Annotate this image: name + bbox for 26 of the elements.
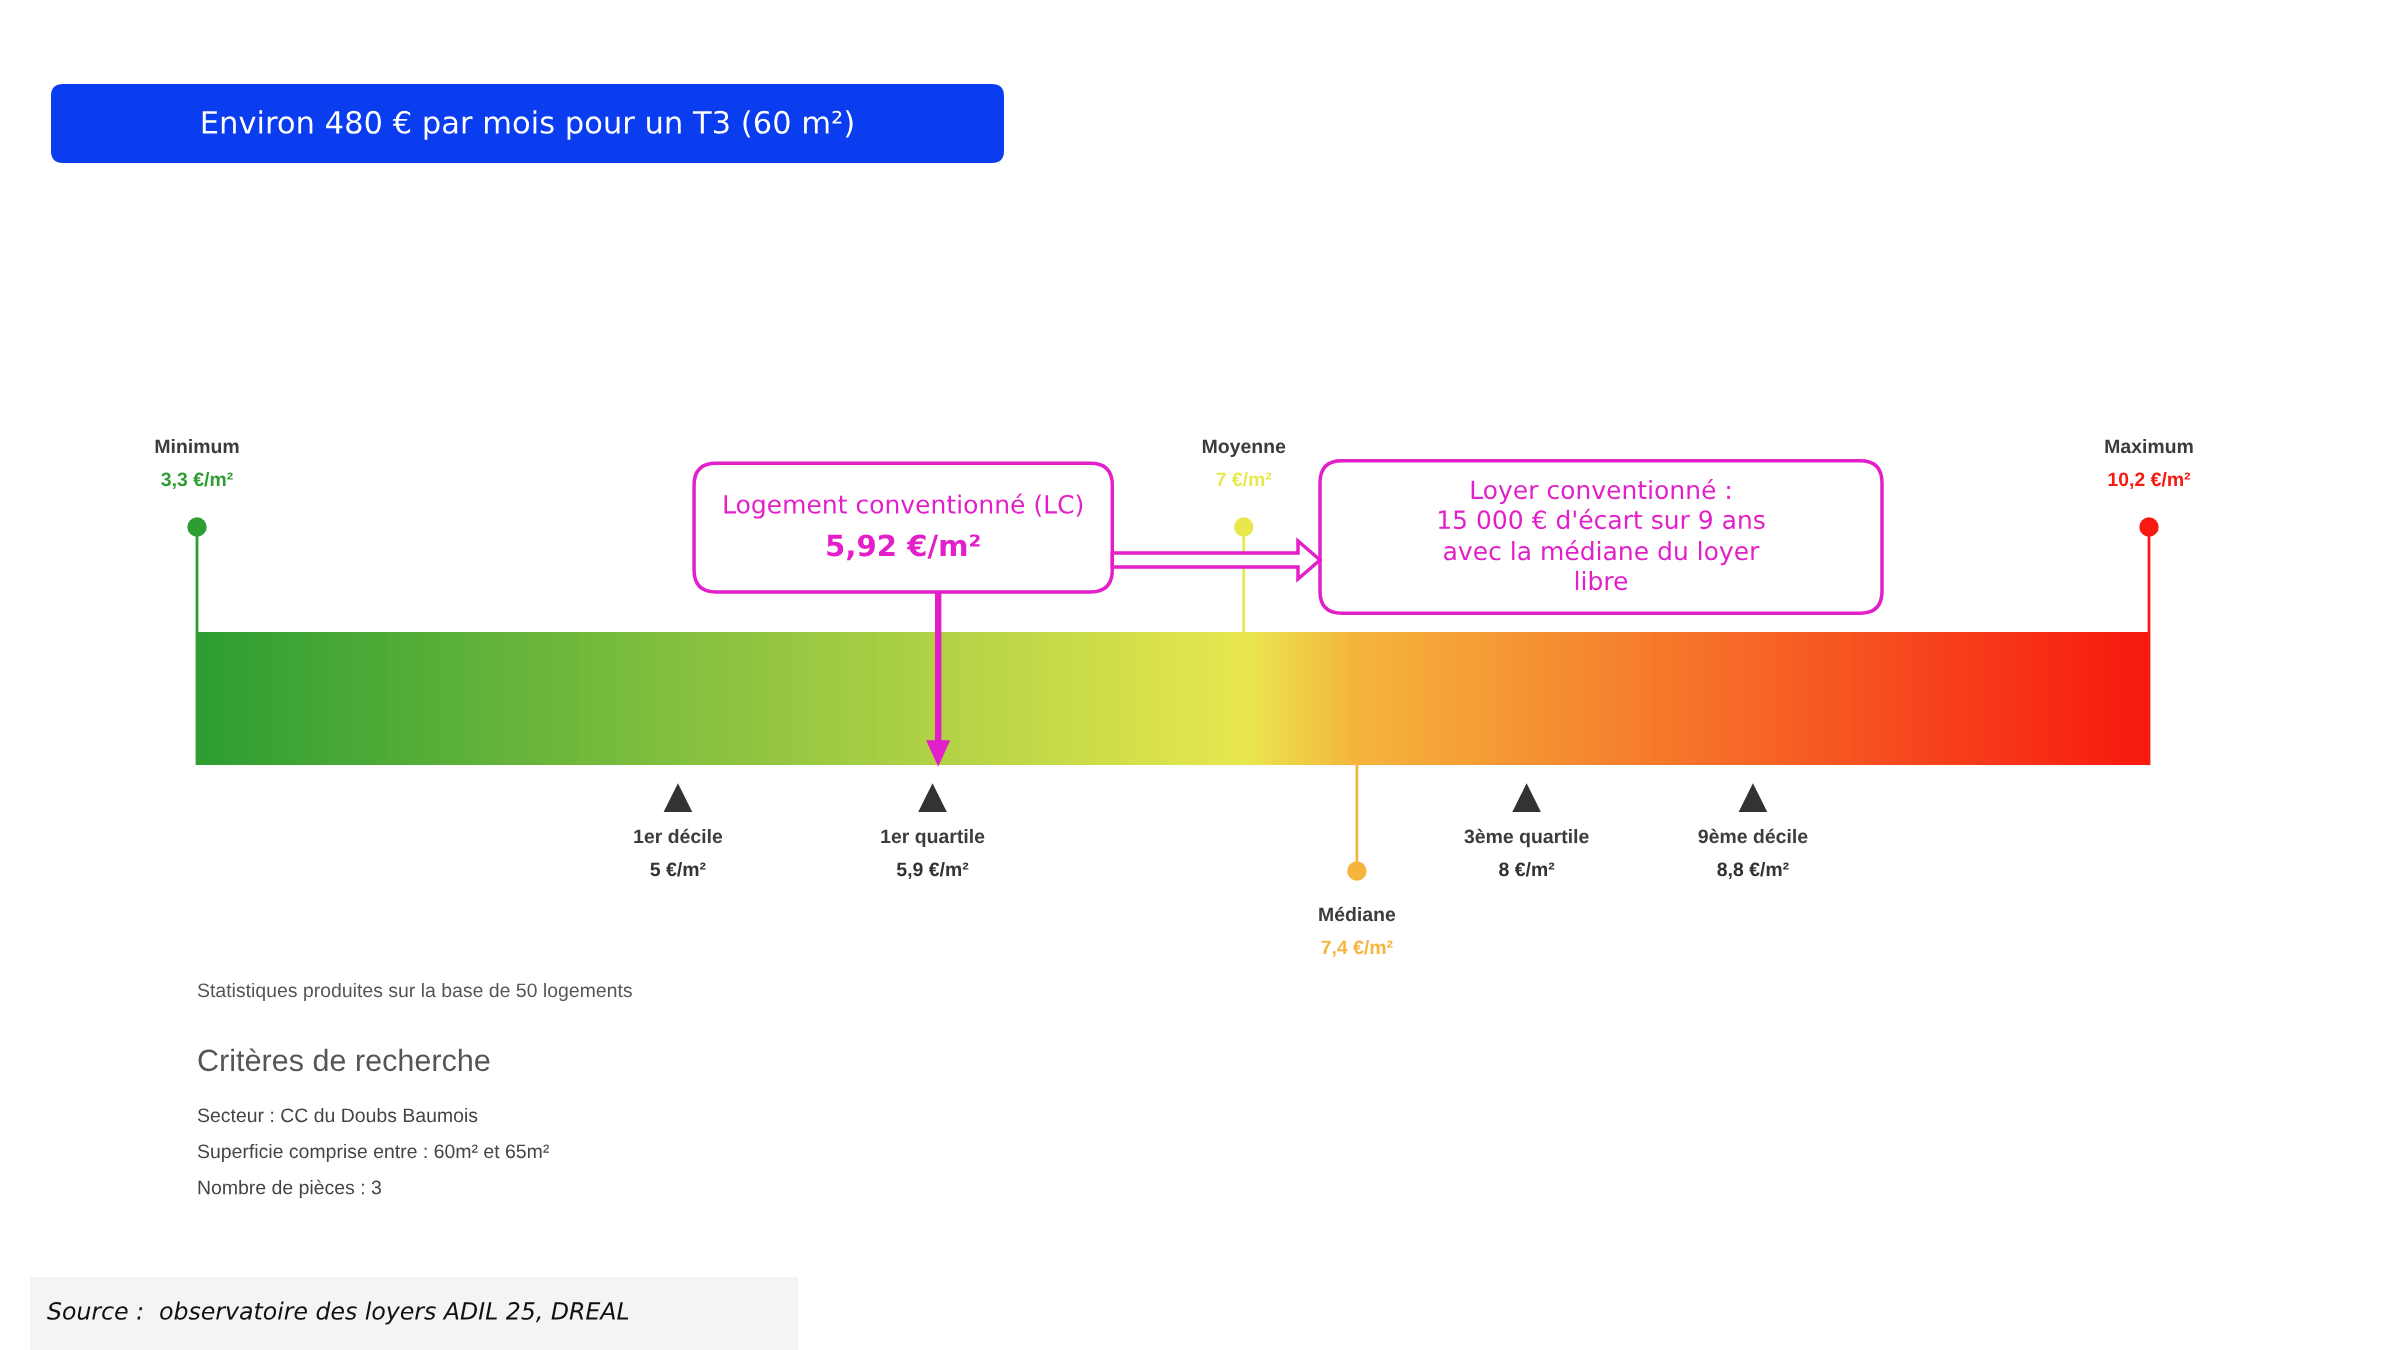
data-label: 7 €/m²: [1216, 471, 1272, 487]
text: Statistiques produites sur la base de 50 logements: [197, 982, 632, 1002]
data-label: 7,4 €/m²: [1321, 939, 1393, 958]
text: Superficie comprise entre : 60m² et 65m²: [197, 1143, 549, 1163]
data-label: 5 €/m²: [650, 861, 706, 877]
data-label: 5,9 €/m²: [896, 861, 969, 880]
category-label: 3ème quartile: [1464, 828, 1589, 848]
category-label: 1er décile: [634, 828, 723, 844]
category-label: 9ème décile: [1698, 828, 1808, 844]
data-label: 8,8 €/m²: [1717, 861, 1789, 880]
category-label: Moyenne: [1202, 439, 1286, 458]
data-label: 8 €/m²: [1499, 861, 1555, 877]
text: Critères de recherche: [198, 1048, 490, 1072]
text: Environ 480 € par mois pour un T3 (60 m²): [202, 110, 853, 140]
category-label: Minimum: [155, 438, 239, 454]
data-label: 3,3 €/m²: [161, 471, 233, 490]
category-label: Médiane: [1319, 906, 1396, 922]
category-label: Logement conventionné (LC): [724, 493, 1083, 519]
text: Loyer conventionné : 15 000 € d'écart sur 9 ans avec la médiane du loyer libre: [1438, 478, 1765, 591]
data-label: 5,92 €/m²: [827, 534, 980, 561]
text: Secteur : CC du Doubs Baumois: [197, 1107, 478, 1123]
text: Nombre de pièces : 3: [198, 1179, 381, 1199]
data-label: 10,2 €/m²: [2108, 471, 2191, 490]
category-label: 1er quartile: [881, 828, 985, 848]
category-label: Maximum: [2105, 438, 2193, 454]
source-note: Source : observatoire des loyers ADIL 25, DREAL: [47, 1301, 629, 1325]
